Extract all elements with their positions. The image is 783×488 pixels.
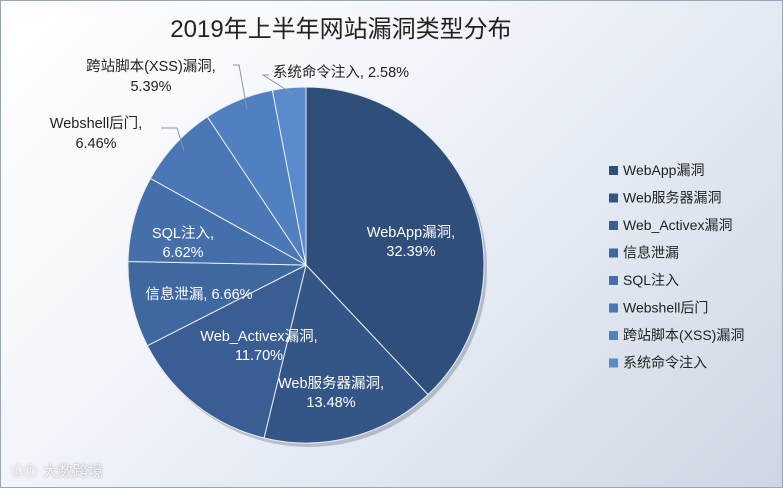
legend-swatch [609,248,618,258]
legend-item: Web服务器漏洞 [623,190,722,206]
data-label: WebApp漏洞, 32.39% [367,224,455,260]
data-label: 信息泄漏, 6.66% [145,286,252,303]
legend-item: 跨站脚本(XSS)漏洞 [623,327,744,343]
data-label: SQL注入, 6.62% [152,225,214,261]
data-label: 系统命令注入, 2.58% [273,63,409,81]
legend-swatch [609,166,618,175]
legend-item: 信息泄漏 [623,245,679,261]
legend-item: Webshell后门 [623,300,708,316]
pie-slice [146,264,307,439]
watermark: ⓁⓉ 大数跨境 [11,460,103,481]
legend-swatch [609,331,618,340]
pie-slice [263,263,429,444]
legend-swatch [609,303,618,313]
data-label: Web服务器漏洞, 13.48% [278,375,384,411]
legend-item: 系统命令注入 [623,355,707,371]
data-label: Web_Activex漏洞, 11.70% [200,328,317,364]
legend-item: WebApp漏洞 [623,162,704,178]
legend-item: Web_Activex漏洞 [623,217,732,233]
leader-line [233,64,248,110]
pie-slice [271,86,307,266]
watermark-logo: ⓁⓉ [11,464,38,479]
legend-swatch [609,276,618,285]
chart-title: 2019年上半年网站漏洞类型分布 [170,16,512,43]
legend-swatch [609,221,618,230]
legend-item: SQL注入 [623,272,679,288]
legend-swatch [609,358,618,368]
data-label: Webshell后门, 6.46% [50,115,142,152]
leader-line [261,74,294,95]
data-label: 跨站脚本(XSS)漏洞, 5.39% [86,58,216,95]
watermark-text: 大数跨境 [43,463,104,480]
legend-swatch [609,193,618,203]
leader-line [161,127,185,152]
pie-slice [305,86,485,396]
